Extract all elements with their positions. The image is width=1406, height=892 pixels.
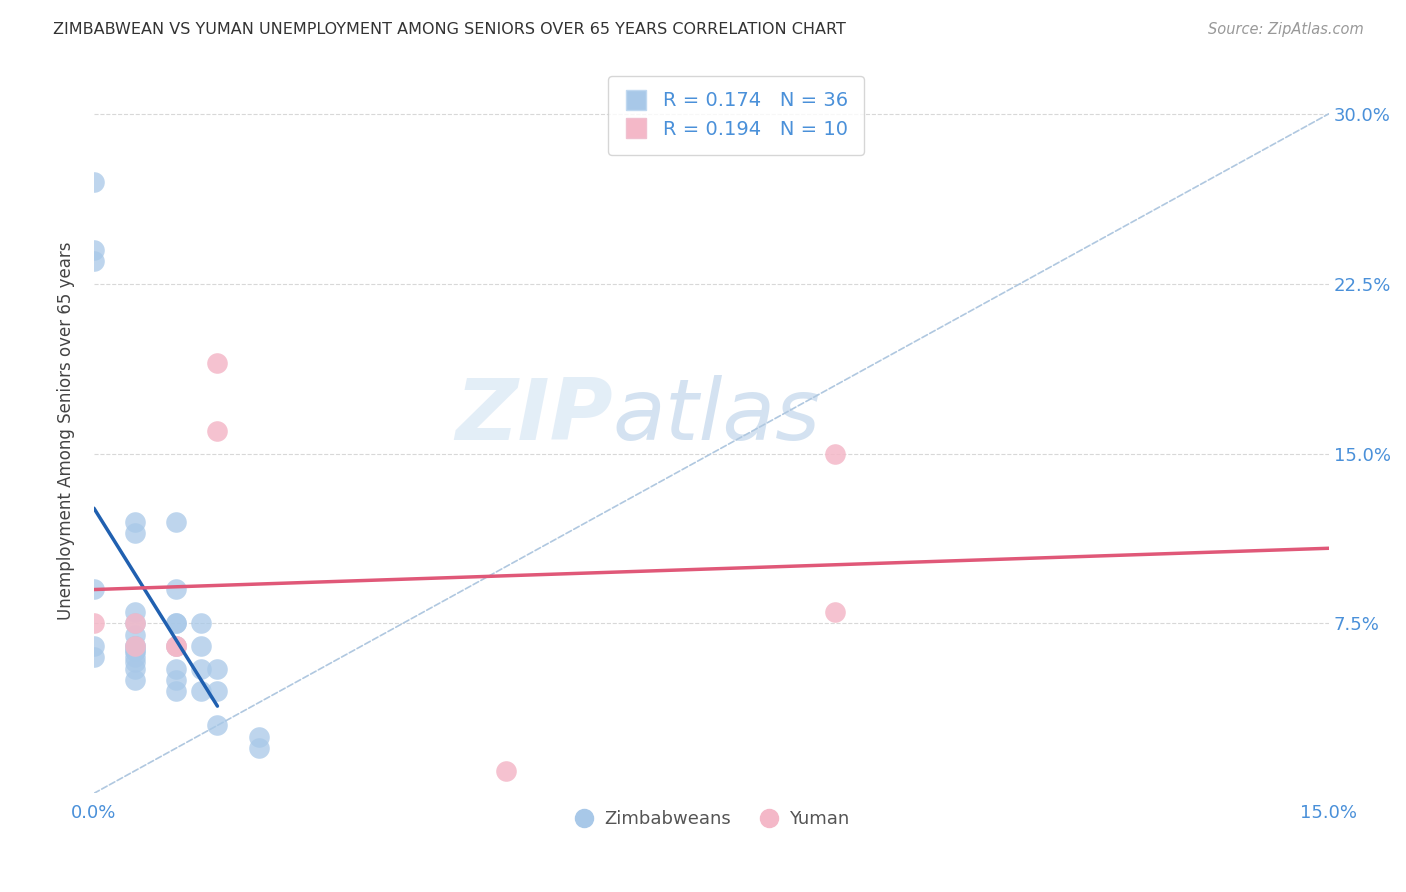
Point	[124, 662, 146, 676]
Text: Source: ZipAtlas.com: Source: ZipAtlas.com	[1208, 22, 1364, 37]
Point	[190, 684, 212, 698]
Point	[124, 643, 146, 657]
Point	[247, 730, 270, 744]
Text: ZIMBABWEAN VS YUMAN UNEMPLOYMENT AMONG SENIORS OVER 65 YEARS CORRELATION CHART: ZIMBABWEAN VS YUMAN UNEMPLOYMENT AMONG S…	[53, 22, 846, 37]
Point	[207, 662, 229, 676]
Point	[124, 639, 146, 653]
Point	[124, 650, 146, 665]
Point	[124, 639, 146, 653]
Point	[124, 673, 146, 687]
Point	[124, 616, 146, 631]
Point	[165, 684, 187, 698]
Point	[83, 639, 105, 653]
Point	[165, 582, 187, 597]
Point	[124, 628, 146, 642]
Point	[124, 655, 146, 669]
Point	[207, 356, 229, 370]
Point	[190, 639, 212, 653]
Point	[124, 639, 146, 653]
Point	[83, 582, 105, 597]
Point	[495, 764, 517, 778]
Point	[124, 525, 146, 540]
Point	[124, 605, 146, 619]
Point	[207, 718, 229, 732]
Legend: Zimbabweans, Yuman: Zimbabweans, Yuman	[567, 803, 856, 835]
Point	[824, 605, 846, 619]
Point	[83, 650, 105, 665]
Point	[83, 243, 105, 257]
Point	[83, 616, 105, 631]
Point	[124, 616, 146, 631]
Point	[124, 643, 146, 657]
Text: atlas: atlas	[613, 375, 821, 458]
Y-axis label: Unemployment Among Seniors over 65 years: Unemployment Among Seniors over 65 years	[58, 242, 75, 620]
Point	[165, 662, 187, 676]
Text: ZIP: ZIP	[456, 375, 613, 458]
Point	[824, 447, 846, 461]
Point	[165, 639, 187, 653]
Point	[190, 662, 212, 676]
Point	[83, 175, 105, 189]
Point	[190, 616, 212, 631]
Point	[124, 515, 146, 529]
Point	[165, 616, 187, 631]
Point	[165, 639, 187, 653]
Point	[207, 424, 229, 438]
Point	[165, 515, 187, 529]
Point	[207, 684, 229, 698]
Point	[247, 741, 270, 756]
Point	[165, 673, 187, 687]
Point	[165, 616, 187, 631]
Point	[165, 639, 187, 653]
Point	[83, 254, 105, 268]
